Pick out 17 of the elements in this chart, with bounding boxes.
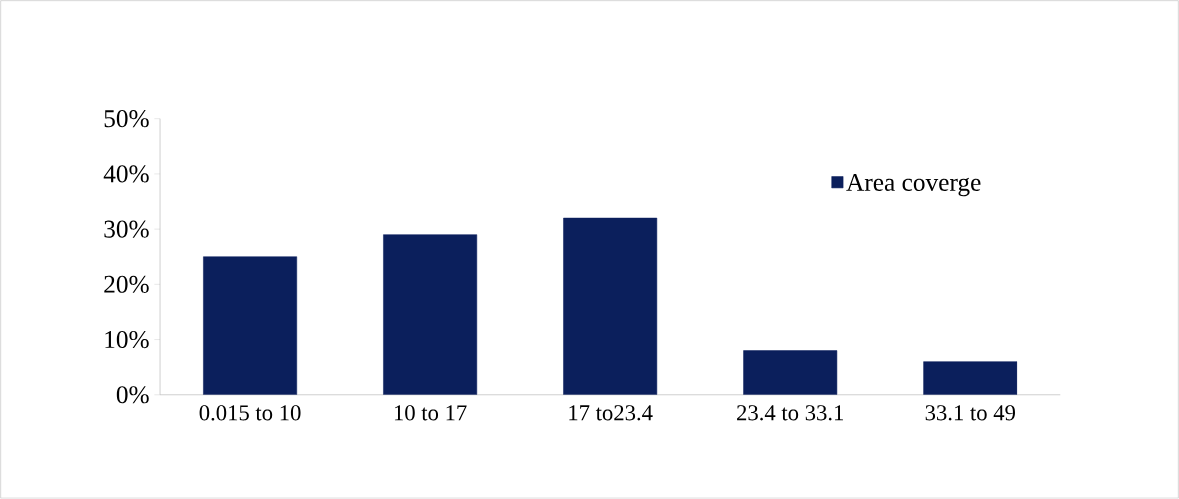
bar: [563, 217, 658, 395]
bar: [743, 350, 838, 395]
x-tick-label: 17 to23.4: [569, 405, 653, 421]
y-tick-label: 10%: [105, 331, 149, 349]
x-tick-label: 0.015 to 10: [199, 405, 301, 421]
y-tick-label: 50%: [104, 110, 149, 128]
x-tick-label: 33.1 to 49: [925, 405, 1015, 421]
legend-label: Area coverge: [846, 174, 981, 197]
y-tick-label: 0%: [116, 386, 149, 404]
y-tick-label: 20%: [104, 275, 149, 294]
x-tick-label: 23.4 to 33.1: [737, 405, 844, 421]
x-tick-label: 10 to 17: [394, 405, 467, 421]
bar: [923, 361, 1018, 395]
y-tick-label: 30%: [104, 220, 149, 238]
bar: [203, 256, 298, 395]
bar: [383, 234, 478, 395]
y-tick-label: 40%: [103, 165, 149, 183]
